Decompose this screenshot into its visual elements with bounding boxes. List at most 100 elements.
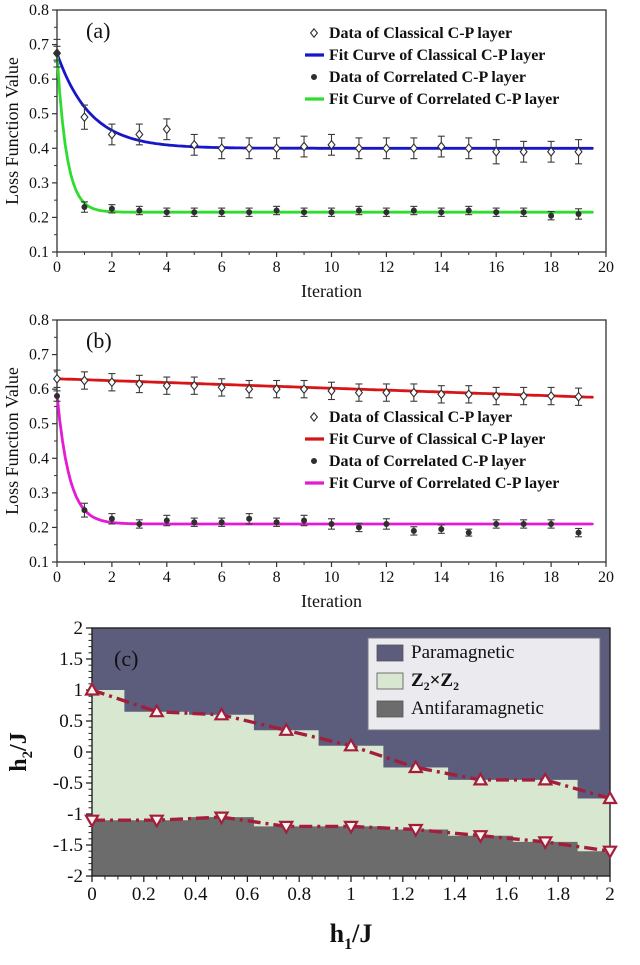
diamond-marker (135, 129, 144, 140)
legend-swatch (376, 644, 404, 662)
panel-c-figure: 0 0.2 0.4 0.6 0.8 1 1.2 1.4 1.6 1.8 2 -2 -1.5 -1 -0.5 0… (0, 612, 640, 965)
legend-swatch (376, 672, 404, 690)
triangle-down-marker (148, 814, 165, 829)
y-tick-label: 0.1 (29, 554, 49, 571)
x-tick-label: 12 (378, 259, 394, 276)
triangle-down-marker (537, 836, 554, 851)
legend-label: Fit Curve of Correlated C-P layer (329, 475, 559, 492)
triangle-down-marker (343, 820, 359, 835)
legend-label: Antifaramagnetic (411, 698, 544, 719)
circle-marker (328, 209, 335, 216)
circle-marker (311, 458, 317, 464)
circle-marker (493, 520, 500, 527)
circle-marker (311, 74, 317, 80)
y-tick-label: 1 (74, 680, 84, 701)
circle-marker (548, 520, 555, 527)
y-tick-label: 0.2 (29, 519, 49, 536)
panel-a-xlabel: Iteration (301, 281, 362, 301)
y-tick-label: 0 (74, 742, 84, 763)
legend-label: Data of Classical C-P layer (329, 25, 512, 42)
triangle-down-marker (278, 820, 295, 835)
triangle-up-marker (278, 722, 295, 736)
diamond-marker (382, 143, 391, 154)
y-tick-label: -2 (67, 866, 83, 887)
y-tick-label: -0.5 (53, 773, 83, 794)
circle-marker (355, 524, 362, 531)
x-tick-label: 16 (488, 569, 504, 586)
diamond-marker (80, 112, 89, 123)
y-tick-label: -1 (67, 804, 83, 825)
diamond-marker (272, 384, 281, 395)
x-tick-label: 6 (218, 569, 226, 586)
x-tick-label: 0.2 (132, 884, 156, 905)
x-tick-label: 2 (108, 569, 116, 586)
circle-marker (465, 529, 472, 536)
circle-marker (81, 507, 88, 514)
circle-marker (136, 520, 143, 527)
diamond-marker (327, 385, 336, 396)
diamond-marker (327, 139, 336, 150)
diamond-marker (217, 382, 226, 393)
diamond-marker (217, 143, 226, 154)
legend-label: Z2×Z2 (411, 670, 459, 693)
circle-marker (438, 209, 445, 216)
x-tick-label: 6 (218, 259, 226, 276)
triangle-up-marker (472, 771, 489, 786)
legend-label: Fit Curve of Correlated C-P layer (329, 91, 559, 108)
diamond-marker (519, 390, 528, 402)
panel-b-correlated-data (53, 390, 583, 538)
x-tick-label: 18 (543, 569, 559, 586)
y-tick-label: 0.8 (29, 2, 49, 19)
diamond-marker (245, 143, 254, 154)
diamond-marker (354, 143, 364, 154)
legend-label: Data of Classical C-P layer (329, 409, 512, 426)
triangle-down-marker (472, 830, 489, 844)
x-tick-label: 14 (433, 259, 449, 276)
circle-marker (301, 517, 308, 524)
diamond-marker (409, 143, 418, 154)
x-tick-label: 14 (433, 569, 449, 586)
panel-c-letter: (c) (114, 646, 138, 671)
diamond-marker (52, 373, 62, 384)
triangle-down-marker (602, 845, 618, 860)
triangle-down-marker (84, 814, 100, 829)
legend-label: Data of Correlated C-P layer (329, 453, 526, 470)
diamond-marker (354, 387, 364, 398)
y-tick-label: 1.5 (59, 649, 83, 670)
diamond-marker (135, 378, 144, 390)
x-tick-label: 0.6 (236, 884, 260, 905)
diamond-marker (464, 389, 473, 400)
legend-swatch (376, 700, 404, 718)
triangle-up-marker (213, 706, 230, 721)
y-tick-label: 2 (74, 618, 84, 639)
diamond-marker (409, 387, 418, 398)
panel-b-classical-data (52, 369, 583, 406)
circle-marker (301, 209, 308, 216)
panel-a-plot-frame (56, 9, 607, 253)
x-tick-label: 2 (605, 884, 615, 905)
circle-marker (383, 209, 390, 216)
panel-a-chart: 0 2 4 6 8 10 12 14 16 18 20 0.1 0.2 0.3 0.4 0.5 0.6 0.7 0.… (2, 2, 614, 301)
diamond-marker (299, 141, 309, 152)
diamond-marker (162, 380, 171, 391)
circle-marker (575, 529, 582, 536)
triangle-up-marker (407, 759, 424, 774)
y-tick-label: 0.2 (29, 209, 49, 226)
triangle-down-marker (213, 811, 230, 826)
panel-b-figure: 0 2 4 6 8 10 12 14 16 18 20 0.1 0.2 0.3 0.4 0.5 0.6 0.7 0.… (0, 310, 640, 612)
diamond-marker (382, 387, 391, 398)
panel-a-figure: 0 2 4 6 8 10 12 14 16 18 20 0.1 0.2 0.3 0.4 0.5 0.6 0.7 0.… (0, 0, 640, 310)
panel-a-classical-data (52, 38, 583, 165)
circle-marker (328, 520, 335, 527)
circle-marker (520, 520, 527, 527)
legend-label: Paramagnetic (411, 642, 514, 663)
y-tick-label: 0.4 (29, 450, 49, 467)
circle-marker (575, 210, 582, 217)
panel-a-axes: 0 2 4 6 8 10 12 14 16 18 20 0.1 0.2 0.3 0.4 0.5 0.6 0.7 0.… (29, 2, 614, 276)
x-tick-label: 2 (108, 259, 116, 276)
diamond-marker (272, 143, 281, 154)
fit-curve (55, 377, 594, 399)
x-tick-label: 20 (598, 569, 614, 586)
x-tick-label: 0 (53, 259, 61, 276)
panel-c-legend: Paramagnetic Z2×Z2 Antifaramagnetic (367, 637, 601, 731)
